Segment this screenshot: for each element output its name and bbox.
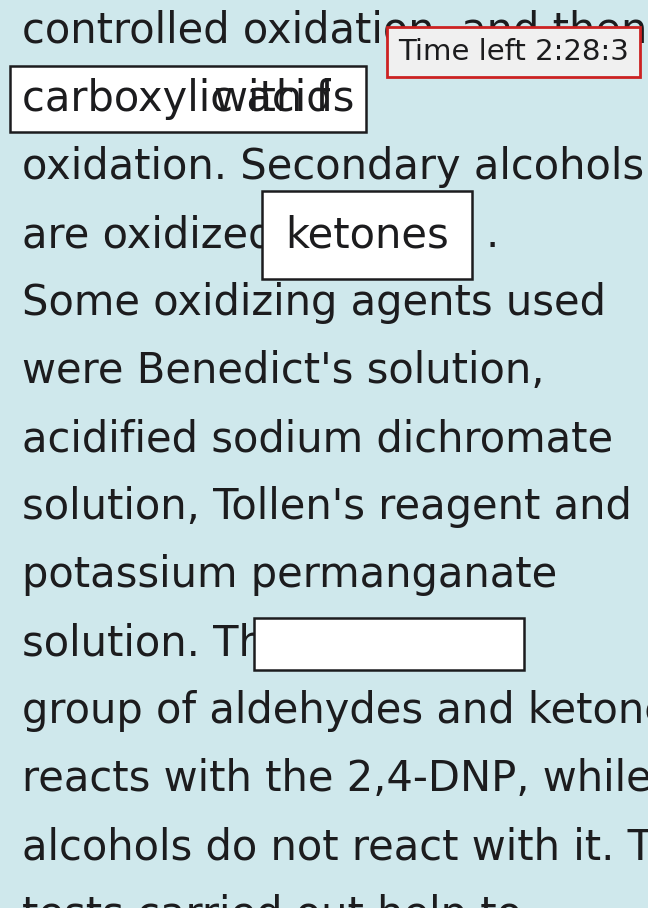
- Text: Time left 2:28:3: Time left 2:28:3: [398, 38, 629, 66]
- Text: tests carried out help to: tests carried out help to: [22, 894, 522, 908]
- FancyBboxPatch shape: [254, 618, 524, 670]
- Text: carboxylic acids: carboxylic acids: [22, 78, 354, 120]
- Text: .: .: [485, 214, 498, 256]
- Text: solution. The: solution. The: [22, 622, 290, 664]
- Text: acidified sodium dichromate: acidified sodium dichromate: [22, 418, 613, 460]
- Text: controlled oxidation, and then to: controlled oxidation, and then to: [22, 10, 648, 52]
- Text: are oxidized to: are oxidized to: [22, 214, 329, 256]
- Text: oxidation. Secondary alcohols: oxidation. Secondary alcohols: [22, 146, 644, 188]
- Text: with f: with f: [214, 78, 330, 120]
- Text: were Benedict's solution,: were Benedict's solution,: [22, 350, 544, 392]
- Text: potassium permanganate: potassium permanganate: [22, 554, 557, 596]
- Text: group of aldehydes and ketones: group of aldehydes and ketones: [22, 690, 648, 732]
- Text: alcohols do not react with it. The: alcohols do not react with it. The: [22, 826, 648, 868]
- Text: Some oxidizing agents used: Some oxidizing agents used: [22, 282, 606, 324]
- Text: reacts with the 2,4-DNP, while: reacts with the 2,4-DNP, while: [22, 758, 648, 800]
- Text: solution, Tollen's reagent and: solution, Tollen's reagent and: [22, 486, 632, 528]
- Text: ketones: ketones: [285, 214, 449, 256]
